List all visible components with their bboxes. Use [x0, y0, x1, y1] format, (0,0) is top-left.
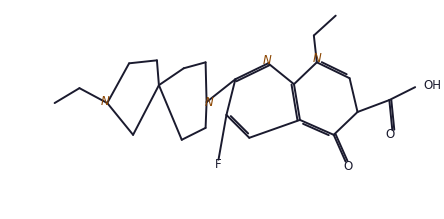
- Text: OH: OH: [423, 79, 441, 92]
- Text: N: N: [313, 52, 321, 65]
- Text: O: O: [386, 128, 395, 141]
- Text: N: N: [101, 95, 110, 108]
- Text: O: O: [343, 160, 352, 173]
- Text: F: F: [215, 158, 222, 171]
- Text: N: N: [263, 54, 272, 67]
- Text: N: N: [205, 95, 214, 109]
